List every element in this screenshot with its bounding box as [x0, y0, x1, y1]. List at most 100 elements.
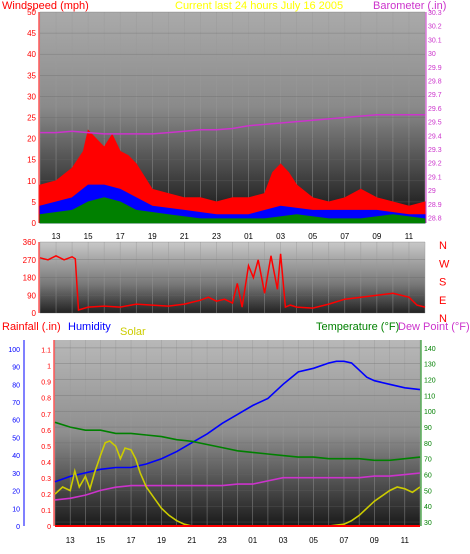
barometer-tick-label: 28.9: [428, 202, 442, 209]
temperature-tick-label: 130: [424, 362, 436, 369]
windspeed-tick-label: 10: [27, 177, 36, 186]
barometer-tick-label: 29.5: [428, 120, 442, 127]
temperature-tick-label: 120: [424, 378, 436, 385]
temperature-tick-label: 100: [424, 409, 436, 416]
temperature-tick-label: 110: [424, 393, 435, 400]
temperature-axis-label: Temperature (°F): [316, 321, 400, 333]
rainfall-tick-label: 0.8: [41, 396, 51, 403]
compass-label: E: [439, 295, 446, 307]
barometer-tick-label: 30: [428, 51, 436, 58]
rainfall-tick-label: 1: [47, 364, 51, 371]
time-tick-label: 13: [52, 232, 61, 241]
rainfall-tick-label: 1.1: [41, 348, 51, 355]
barometer-tick-label: 29.2: [428, 161, 442, 168]
barometer-tick-label: 29.7: [428, 92, 442, 99]
direction-tick-label: 360: [23, 238, 37, 247]
humidity-tick-label: 40: [12, 453, 20, 460]
time-tick-label: 11: [405, 232, 414, 241]
time-tick-label: 09: [372, 232, 381, 241]
humidity-tick-label: 20: [12, 489, 20, 496]
barometer-axis-label: Barometer (.in): [373, 0, 447, 12]
barometer-tick-label: 30.3: [428, 10, 442, 17]
windspeed-axis-label: Windspeed (mph): [2, 0, 89, 12]
dewpoint-series: [54, 472, 421, 501]
barometer-tick-label: 29.9: [428, 65, 442, 72]
time-tick-label: 09: [370, 536, 379, 545]
time-tick-label: 15: [84, 232, 93, 241]
windspeed-tick-label: 50: [27, 8, 36, 17]
barometer-tick-label: 30.1: [428, 37, 442, 44]
direction-tick-label: 90: [27, 291, 36, 300]
time-tick-label: 17: [127, 536, 136, 545]
barometer-tick-label: 29: [428, 188, 436, 195]
windspeed-tick-label: 40: [27, 50, 36, 59]
temperature-tick-label: 70: [424, 457, 432, 464]
rainfall-tick-label: 0.9: [41, 380, 51, 387]
compass-label: N: [439, 240, 447, 252]
windspeed-tick-label: 35: [27, 71, 36, 80]
windspeed-tick-label: 0: [32, 219, 37, 228]
direction-tick-label: 270: [23, 256, 37, 265]
rainfall-tick-label: 0.1: [41, 508, 51, 515]
temperature-tick-label: 80: [424, 441, 432, 448]
temperature-tick-label: 60: [424, 473, 432, 480]
windspeed-tick-label: 45: [27, 29, 36, 38]
rainfall-axis-label: Rainfall (.in): [2, 321, 61, 333]
barometer-tick-label: 29.4: [428, 133, 442, 140]
time-tick-label: 19: [157, 536, 166, 545]
time-tick-label: 23: [212, 232, 221, 241]
compass-label: W: [439, 258, 450, 270]
windspeed-tick-label: 30: [27, 92, 36, 101]
time-tick-label: 05: [308, 232, 317, 241]
barometer-tick-label: 29.6: [428, 106, 442, 113]
humidity-series: [54, 360, 421, 483]
temperature-tick-label: 90: [424, 425, 432, 432]
wind-direction-series: [39, 253, 426, 311]
temperature-tick-label: 140: [424, 346, 436, 353]
rainfall-tick-label: 0: [47, 524, 51, 531]
barometer-tick-label: 28.8: [428, 216, 442, 223]
humidity-tick-label: 60: [12, 418, 20, 425]
barometer-tick-label: 29.1: [428, 174, 442, 181]
humidity-tick-label: 100: [8, 347, 20, 354]
time-tick-label: 21: [187, 536, 196, 545]
rainfall-tick-label: 0.7: [41, 412, 51, 419]
humidity-tick-label: 0: [16, 524, 20, 531]
humidity-tick-label: 30: [12, 471, 20, 478]
dewpoint-axis-label: Dew Point (°F): [398, 321, 470, 333]
humidity-tick-label: 80: [12, 382, 20, 389]
temperature-tick-label: 30: [424, 520, 432, 527]
time-tick-label: 21: [180, 232, 189, 241]
windspeed-tick-label: 15: [27, 156, 36, 165]
windspeed-tick-label: 5: [32, 198, 37, 207]
wind-low-series: [39, 197, 426, 224]
time-tick-label: 05: [309, 536, 318, 545]
humidity-axis-label: Humidity: [68, 321, 111, 333]
direction-tick-label: 0: [32, 309, 37, 318]
solar-axis-label: Solar: [120, 326, 146, 338]
humidity-tick-label: 90: [12, 365, 20, 372]
chart-title: Current last 24 hours July 16 2005: [175, 0, 344, 12]
temperature-tick-label: 40: [424, 504, 432, 511]
time-tick-label: 15: [96, 536, 105, 545]
compass-label: N: [439, 313, 447, 325]
humidity-tick-label: 50: [12, 435, 20, 442]
time-tick-label: 03: [279, 536, 288, 545]
rainfall-tick-label: 0.2: [41, 492, 51, 499]
time-tick-label: 07: [340, 536, 349, 545]
time-tick-label: 23: [218, 536, 227, 545]
barometer-tick-label: 29.3: [428, 147, 442, 154]
temperature-series: [54, 421, 421, 462]
time-tick-label: 03: [276, 232, 285, 241]
barometer-tick-label: 29.8: [428, 79, 442, 86]
windspeed-tick-label: 25: [27, 114, 36, 123]
time-tick-label: 07: [340, 232, 349, 241]
temperature-tick-label: 50: [424, 488, 432, 495]
time-tick-label: 13: [66, 536, 75, 545]
direction-tick-label: 180: [23, 274, 37, 283]
time-tick-label: 17: [116, 232, 125, 241]
humidity-tick-label: 10: [12, 506, 20, 513]
windspeed-tick-label: 20: [27, 135, 36, 144]
rainfall-tick-label: 0.3: [41, 476, 51, 483]
